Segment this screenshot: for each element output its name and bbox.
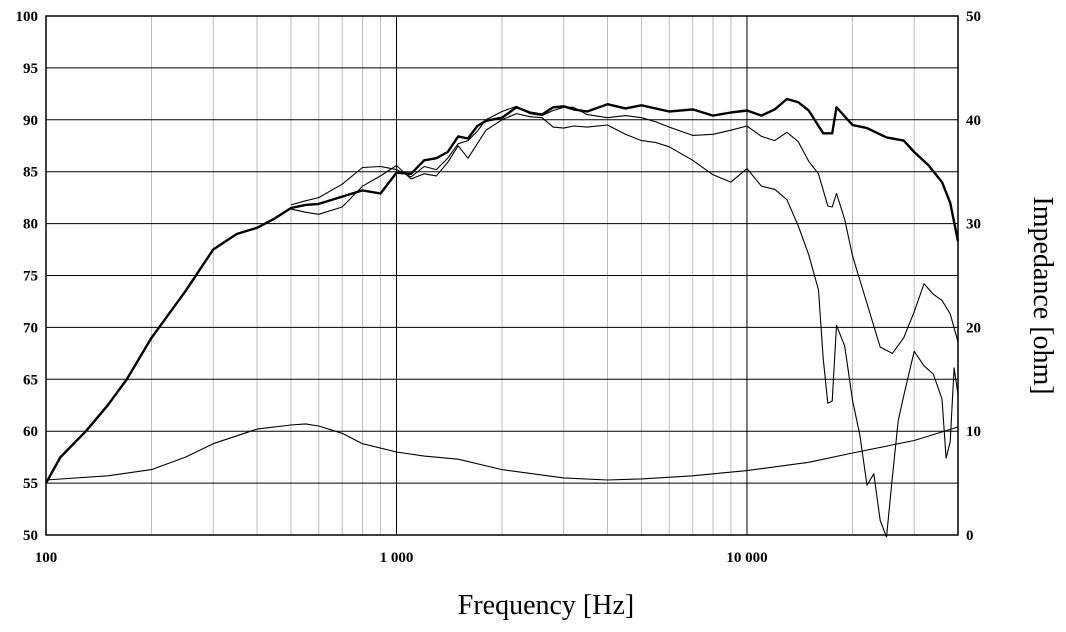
right-axis-ticks: 0 10 20 30 40 50 — [966, 9, 981, 544]
left-tick-label: 75 — [23, 269, 38, 285]
left-tick-label: 95 — [23, 61, 38, 77]
left-tick-label: 100 — [16, 9, 39, 25]
right-tick-label: 50 — [966, 9, 981, 25]
left-tick-label: 60 — [23, 424, 38, 440]
spl-series-line-2 — [290, 105, 959, 354]
left-tick-label: 80 — [23, 217, 38, 233]
series-layer — [44, 97, 960, 538]
right-tick-label: 20 — [966, 320, 981, 336]
left-tick-label: 70 — [23, 320, 38, 336]
x-axis-ticks: 100 1 000 10 000 — [35, 550, 768, 566]
right-axis-title: Impedance [ohm] — [1027, 196, 1058, 394]
x-tick-label: 10 000 — [726, 550, 767, 566]
x-axis-title: Frequency [Hz] — [458, 590, 634, 621]
right-tick-label: 40 — [966, 113, 981, 129]
plot-frame — [45, 15, 959, 536]
right-tick-label: 30 — [966, 217, 981, 233]
impedance-series-line — [45, 423, 959, 481]
left-axis-ticks: 50 55 60 65 70 75 80 85 90 95 100 — [16, 9, 39, 544]
right-tick-label: 0 — [966, 528, 974, 544]
right-tick-label: 10 — [966, 424, 981, 440]
left-tick-label: 90 — [23, 113, 38, 129]
left-tick-label: 65 — [23, 372, 38, 388]
spl-series-line-3 — [290, 113, 959, 538]
spl-series-line-1 — [44, 97, 960, 484]
x-tick-label: 100 — [35, 550, 58, 566]
left-tick-label: 50 — [23, 528, 38, 544]
left-tick-label: 55 — [23, 476, 38, 492]
left-tick-label: 85 — [23, 165, 38, 181]
x-tick-label: 1 000 — [380, 550, 414, 566]
